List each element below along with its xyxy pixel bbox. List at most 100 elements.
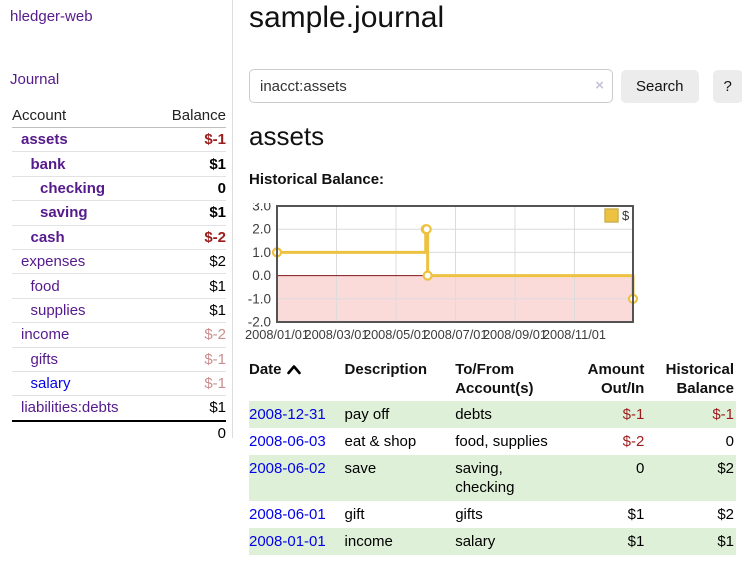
transaction-description: eat & shop — [344, 433, 417, 450]
svg-text:2008/09/01: 2008/09/01 — [483, 327, 547, 342]
transaction-description: save — [344, 460, 377, 477]
table-row: 2008-06-02 save saving, checking 0 $2 — [249, 455, 736, 501]
help-button[interactable]: ? — [712, 69, 742, 103]
svg-text:1.0: 1.0 — [252, 245, 271, 260]
svg-text:2008/11/01: 2008/11/01 — [543, 327, 606, 342]
transaction-amount: $1 — [627, 533, 645, 550]
transaction-date-link[interactable]: 2008-06-02 — [249, 460, 326, 477]
account-balance: $-2 — [204, 326, 226, 344]
historical-balance: 0 — [725, 433, 734, 450]
account-link[interactable]: supplies — [30, 301, 86, 319]
account-row: food $1 — [12, 274, 226, 299]
accounts-table-header: Account Balance — [12, 104, 226, 128]
account-balance: 0 — [217, 179, 226, 197]
svg-text:2008/01/01: 2008/01/01 — [245, 327, 309, 342]
transaction-description: gift — [344, 506, 365, 523]
accounts-total-row: 0 — [12, 419, 226, 446]
transaction-accounts: debts — [455, 406, 492, 423]
column-header-description: Description — [344, 361, 428, 378]
account-link[interactable]: gifts — [30, 350, 59, 368]
historical-balance: $1 — [717, 533, 734, 550]
table-row: 2008-12-31 pay off debts $-1 $-1 — [249, 401, 736, 428]
account-row: expenses $2 — [12, 250, 226, 275]
column-header-account: To/From Account(s) — [455, 361, 534, 397]
search-button[interactable]: Search — [621, 69, 699, 103]
date-column-label: Date — [249, 361, 282, 378]
transaction-accounts: salary — [455, 533, 496, 550]
total-balance: 0 — [217, 425, 226, 443]
column-header-amount: Amount Out/In — [587, 361, 645, 397]
table-row: 2008-06-03 eat & shop food, supplies $-2 0 — [249, 428, 736, 455]
page-title: sample.journal — [249, 1, 445, 34]
svg-text:-1.0: -1.0 — [248, 291, 271, 306]
account-row: bank $1 — [12, 152, 226, 177]
account-row: checking 0 — [12, 177, 226, 202]
account-link[interactable]: food — [30, 277, 60, 295]
svg-text:2008/07/01: 2008/07/01 — [423, 327, 487, 342]
account-balance: $1 — [209, 155, 226, 173]
account-balance: $1 — [209, 204, 226, 222]
account-row: income $-2 — [12, 323, 226, 348]
account-link[interactable]: expenses — [21, 253, 86, 271]
svg-text:2008/05/01: 2008/05/01 — [364, 327, 428, 342]
sidebar: hledger-web Journal Account Balance asse… — [0, 0, 233, 442]
account-link[interactable]: cash — [30, 228, 65, 246]
svg-text:3.0: 3.0 — [252, 203, 271, 214]
account-row: cash $-2 — [12, 226, 226, 250]
account-link[interactable]: checking — [40, 179, 106, 197]
account-balance: $-1 — [204, 131, 226, 149]
account-link[interactable]: income — [21, 326, 70, 344]
account-row: liabilities:debts $1 — [12, 396, 226, 419]
transaction-date-link[interactable]: 2008-12-31 — [249, 406, 326, 423]
svg-text:0.0: 0.0 — [252, 268, 271, 283]
transaction-description: pay off — [344, 406, 390, 423]
transaction-accounts: saving, checking — [455, 460, 515, 496]
account-link[interactable]: bank — [30, 155, 66, 173]
account-link[interactable]: saving — [40, 204, 88, 222]
account-balance: $1 — [209, 399, 226, 417]
clear-search-icon[interactable]: × — [595, 77, 604, 94]
account-column-header: Account — [12, 107, 67, 124]
transaction-date-link[interactable]: 2008-06-01 — [249, 506, 326, 523]
balance-column-header: Balance — [171, 107, 226, 124]
account-balance: $2 — [209, 253, 226, 271]
transaction-amount: $1 — [627, 506, 645, 523]
svg-text:2.0: 2.0 — [252, 222, 271, 237]
account-balance: $-1 — [204, 375, 226, 393]
historical-balance: $-1 — [712, 406, 734, 423]
transaction-amount: $-2 — [622, 433, 645, 450]
transaction-date-link[interactable]: 2008-01-01 — [249, 533, 326, 550]
column-header-date[interactable]: Date — [249, 358, 345, 401]
transaction-date-link[interactable]: 2008-06-03 — [249, 433, 326, 450]
brand-link[interactable]: hledger-web — [10, 8, 93, 25]
account-row: assets $-1 — [12, 128, 226, 153]
register-table: Date Description To/From Account(s) Amount Ou… — [249, 358, 736, 555]
search-input[interactable] — [249, 69, 613, 103]
table-row: 2008-06-01 gift gifts $1 $2 — [249, 501, 736, 528]
account-balance: $1 — [209, 301, 226, 319]
table-row: 2008-01-01 income salary $1 $1 — [249, 528, 736, 555]
sort-ascending-icon — [286, 365, 301, 375]
svg-text:$: $ — [622, 208, 630, 223]
account-balance: $-2 — [204, 228, 226, 246]
account-link[interactable]: liabilities:debts — [21, 399, 119, 417]
search-bar: × Search ? — [249, 69, 742, 103]
transaction-accounts: food, supplies — [455, 433, 548, 450]
account-link[interactable]: assets — [21, 131, 68, 149]
transaction-description: income — [344, 533, 393, 550]
transaction-amount: $-1 — [622, 406, 645, 423]
svg-text:2008/03/01: 2008/03/01 — [304, 327, 368, 342]
account-row: gifts $-1 — [12, 348, 226, 372]
account-link[interactable]: salary — [30, 375, 71, 393]
account-heading: assets — [249, 121, 325, 151]
historical-balance-chart: $3.0 2.0 1.0 0.0 -1.0 -2.0 2008/01/01 2008/03/0… — [240, 199, 740, 353]
account-balance: $-1 — [204, 350, 226, 368]
svg-text:-2.0: -2.0 — [248, 315, 271, 330]
account-row: salary $-1 — [12, 372, 226, 397]
account-balance: $1 — [209, 277, 226, 295]
sidebar-item-journal[interactable]: Journal — [10, 71, 60, 88]
historical-balance: $2 — [717, 506, 734, 523]
account-row: supplies $1 — [12, 299, 226, 324]
transaction-accounts: gifts — [455, 506, 483, 523]
